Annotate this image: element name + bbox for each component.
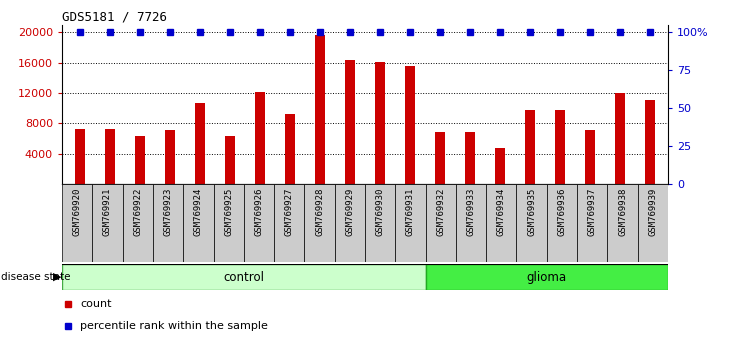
Bar	[607, 184, 638, 262]
Bar	[456, 184, 486, 262]
Text: GSM769923: GSM769923	[164, 188, 172, 236]
Bar	[335, 184, 365, 262]
Text: GSM769934: GSM769934	[497, 188, 506, 236]
Text: GSM769931: GSM769931	[406, 188, 415, 236]
Bar	[285, 114, 295, 184]
Bar	[315, 35, 326, 184]
Bar	[465, 132, 475, 184]
Bar	[525, 110, 535, 184]
Bar	[214, 184, 244, 262]
Text: GSM769924: GSM769924	[194, 188, 203, 236]
Text: GSM769939: GSM769939	[648, 188, 657, 236]
Bar	[585, 130, 595, 184]
Bar	[93, 184, 123, 262]
Bar	[365, 184, 396, 262]
Bar	[153, 184, 183, 262]
Text: count: count	[80, 299, 112, 309]
Text: GSM769933: GSM769933	[466, 188, 475, 236]
Bar	[62, 264, 426, 290]
Bar	[638, 184, 668, 262]
Bar	[615, 93, 625, 184]
Bar	[225, 136, 235, 184]
Text: GSM769928: GSM769928	[315, 188, 324, 236]
Text: GSM769937: GSM769937	[588, 188, 596, 236]
Bar	[255, 92, 265, 184]
Bar	[123, 184, 153, 262]
Text: GSM769936: GSM769936	[558, 188, 566, 236]
Text: GSM769932: GSM769932	[437, 188, 445, 236]
Bar	[304, 184, 335, 262]
Bar	[435, 132, 445, 184]
Text: GSM769930: GSM769930	[376, 188, 385, 236]
Bar	[645, 100, 656, 184]
Bar	[374, 62, 385, 184]
Text: percentile rank within the sample: percentile rank within the sample	[80, 321, 268, 331]
Text: GDS5181 / 7726: GDS5181 / 7726	[62, 11, 167, 24]
Bar	[135, 136, 145, 184]
Bar	[183, 184, 214, 262]
Bar	[244, 184, 274, 262]
Bar	[426, 184, 456, 262]
Bar	[495, 148, 505, 184]
Text: GSM769929: GSM769929	[345, 188, 354, 236]
Text: GSM769922: GSM769922	[134, 188, 142, 236]
Bar	[486, 184, 517, 262]
Bar	[404, 66, 415, 184]
Bar	[345, 60, 356, 184]
Text: GSM769935: GSM769935	[527, 188, 536, 236]
Bar	[555, 110, 565, 184]
Text: GSM769921: GSM769921	[103, 188, 112, 236]
Text: GSM769938: GSM769938	[618, 188, 627, 236]
Bar	[517, 184, 547, 262]
Bar	[195, 103, 205, 184]
Bar	[74, 130, 85, 184]
Text: GSM769925: GSM769925	[224, 188, 233, 236]
Text: GSM769927: GSM769927	[285, 188, 293, 236]
Bar	[547, 184, 577, 262]
Text: glioma: glioma	[527, 270, 566, 284]
Bar	[274, 184, 304, 262]
Bar	[577, 184, 607, 262]
Text: GSM769920: GSM769920	[73, 188, 82, 236]
Text: GSM769926: GSM769926	[255, 188, 264, 236]
Bar	[426, 264, 668, 290]
Bar	[165, 130, 175, 184]
Bar	[105, 130, 115, 184]
Bar	[396, 184, 426, 262]
Text: ▶: ▶	[53, 272, 62, 282]
Text: disease state: disease state	[1, 272, 71, 282]
Text: control: control	[223, 270, 264, 284]
Bar	[62, 184, 93, 262]
